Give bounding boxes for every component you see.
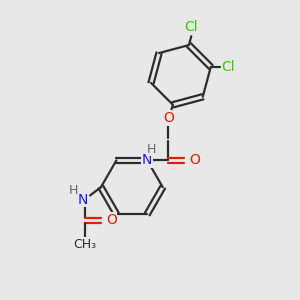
Text: H: H <box>147 143 156 156</box>
Text: CH₃: CH₃ <box>73 238 96 251</box>
Text: O: O <box>106 213 117 227</box>
Text: Cl: Cl <box>222 60 235 74</box>
Text: H: H <box>69 184 78 197</box>
Text: Cl: Cl <box>184 20 198 34</box>
Text: N: N <box>78 193 88 207</box>
Text: O: O <box>163 111 174 125</box>
Text: N: N <box>142 153 152 167</box>
Text: O: O <box>190 153 200 167</box>
